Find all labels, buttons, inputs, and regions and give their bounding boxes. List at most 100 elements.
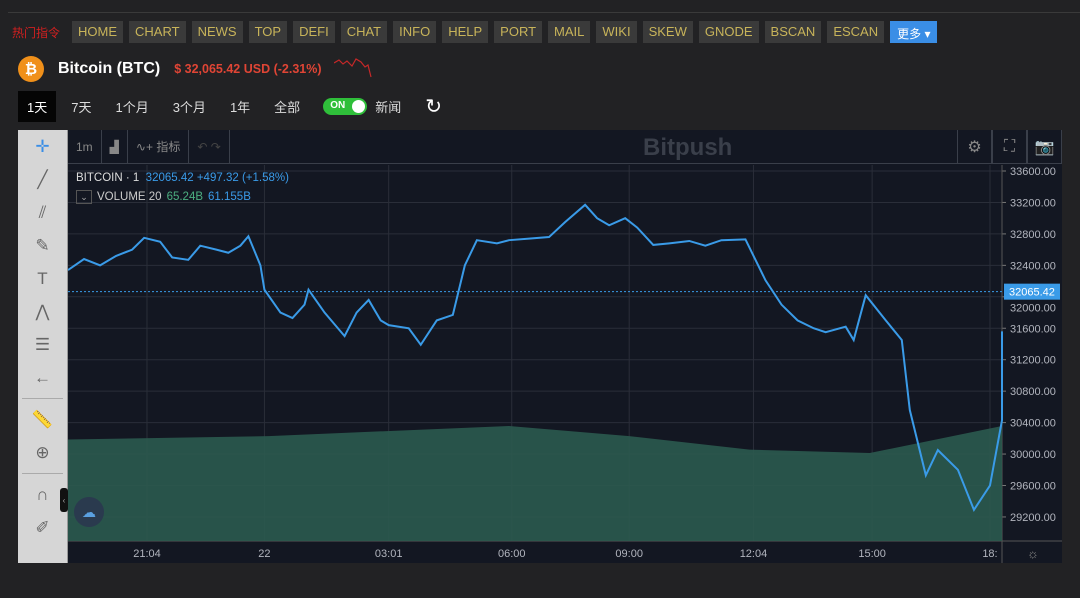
prediction-icon[interactable]: ☰ xyxy=(34,334,51,354)
last-price-label: 32065.42 xyxy=(1009,287,1055,299)
y-tick-label: 32400.00 xyxy=(1010,260,1056,272)
y-tick-label: 29600.00 xyxy=(1010,481,1056,493)
divider xyxy=(22,473,63,474)
indicators-button[interactable]: ∿+ 指标 xyxy=(128,129,190,164)
x-tick-label: 15:00 xyxy=(858,548,886,560)
range-button[interactable]: 3个月 xyxy=(172,100,206,115)
zoom-in-icon[interactable]: ⊕ xyxy=(35,442,50,462)
y-tick-label: 33200.00 xyxy=(1010,197,1056,209)
coin-name: Bitcoin (BTC) xyxy=(58,60,161,77)
divider xyxy=(22,398,63,399)
magnet-icon[interactable]: ∩ xyxy=(36,484,49,504)
hot-commands-label: 热门指令 xyxy=(12,25,61,40)
range-button[interactable]: 1年 xyxy=(229,100,251,115)
collapse-chevron-icon[interactable]: ⌄ xyxy=(76,190,92,204)
x-tick-label: 03:01 xyxy=(375,548,403,560)
crosshair-icon[interactable]: ✛ xyxy=(35,136,50,156)
trend-line-icon[interactable]: ╱ xyxy=(37,169,48,189)
volume-area xyxy=(68,425,1002,541)
time-axis-settings-icon[interactable]: ☼ xyxy=(1027,546,1039,561)
volume-value: 65.24B xyxy=(166,191,204,203)
nav-button-bscan[interactable]: BSCAN xyxy=(764,21,822,43)
nav-button-chat[interactable]: CHAT xyxy=(340,21,388,43)
settings-gear-icon[interactable]: ⚙ xyxy=(957,130,992,164)
legend-symbol: BITCOIN xyxy=(76,172,123,184)
nav-button-help[interactable]: HELP xyxy=(442,21,489,43)
x-tick-label: 21:04 xyxy=(133,548,161,560)
coin-price: $ 32,065.42 USD (-2.31%) xyxy=(174,62,322,76)
chart-legend: BITCOIN · 1 32065.42 +497.32 (+1.58%) ⌄ V… xyxy=(76,172,289,204)
drawing-toolbar: ✛ ╱ ⫽ ✎ T ⋀ ☰ ← 📏 ⊕ ∩ ✐ xyxy=(18,130,68,563)
nav-button-home[interactable]: HOME xyxy=(72,21,124,43)
range-button[interactable]: 全部 xyxy=(274,100,301,115)
chart-panel: ✛ ╱ ⫽ ✎ T ⋀ ☰ ← 📏 ⊕ ∩ ✐ ‹ 1m ▟ ∿+ 指标 ↶ ↷… xyxy=(18,129,1062,563)
volume-ma: 61.155B xyxy=(208,191,251,203)
undo-redo[interactable]: ↶ ↷ xyxy=(189,129,230,164)
quick-nav: 热门指令 HOME CHART NEWS TOP DEFI CHAT INFO HELP POR… xyxy=(12,21,938,43)
coin-header: ₿ Bitcoin (BTC) $ 32,065.42 USD (-2.31%) xyxy=(18,56,374,82)
volume-label: VOLUME 20 xyxy=(97,191,162,203)
nav-button-skew[interactable]: SKEW xyxy=(642,21,693,43)
chart-style-icon[interactable]: ▟ xyxy=(102,129,128,164)
fullscreen-icon[interactable]: ⛶ xyxy=(992,130,1027,164)
back-arrow-icon[interactable]: ← xyxy=(34,367,51,387)
y-tick-label: 32000.00 xyxy=(1010,303,1056,315)
last-price-badge xyxy=(1004,283,1060,300)
x-tick-label: 18: xyxy=(982,548,997,560)
indicator-icon: ∿+ xyxy=(135,139,157,154)
interval-button[interactable]: 1m xyxy=(68,129,102,164)
nav-button-escan[interactable]: ESCAN xyxy=(827,21,885,43)
y-tick-label: 30800.00 xyxy=(1010,386,1056,398)
collapse-toolbar-handle[interactable]: ‹ xyxy=(60,488,68,512)
chart-toolbar: 1m ▟ ∿+ 指标 ↶ ↷ Bitpush ⚙ ⛶ 📷 xyxy=(68,129,1062,164)
range-selector: 1天 7天 1个月 3个月 1年 全部 ON 新闻 ↻ xyxy=(18,91,442,122)
toggle-knob xyxy=(352,100,366,113)
ruler-icon[interactable]: 📏 xyxy=(31,409,54,429)
x-tick-label: 09:00 xyxy=(615,548,643,560)
nav-button-gnode[interactable]: GNODE xyxy=(698,21,759,43)
nav-button-defi[interactable]: DEFI xyxy=(293,21,335,43)
nav-button-info[interactable]: INFO xyxy=(393,21,437,43)
indicators-label: 指标 xyxy=(156,140,181,154)
nav-button-port[interactable]: PORT xyxy=(494,21,543,43)
range-button[interactable]: 7天 xyxy=(71,100,92,115)
refresh-icon[interactable]: ↻ xyxy=(425,96,442,118)
y-tick-label: 32800.00 xyxy=(1010,229,1056,241)
legend-change: +497.32 xyxy=(196,172,239,184)
bitcoin-logo-icon: ₿ xyxy=(18,56,44,82)
pattern-icon[interactable]: ⋀ xyxy=(35,301,50,321)
price-chart[interactable]: 33600.00 33200.00 32800.00 32400.00 32000.00… xyxy=(68,165,1062,563)
more-button[interactable]: 更多 ▾ xyxy=(890,21,938,43)
toggle-label: ON xyxy=(330,100,346,111)
legend-interval: 1 xyxy=(132,172,140,184)
text-icon[interactable]: T xyxy=(37,268,48,288)
nav-button-news[interactable]: NEWS xyxy=(191,21,243,43)
sparkline-line xyxy=(333,58,372,78)
screenshot-camera-icon[interactable]: 📷 xyxy=(1027,130,1062,164)
y-tick-label: 30400.00 xyxy=(1010,418,1056,430)
divider xyxy=(8,12,1080,13)
nav-button-mail[interactable]: MAIL xyxy=(548,21,591,43)
nav-button-chart[interactable]: CHART xyxy=(129,21,186,43)
news-toggle[interactable]: ON xyxy=(323,98,368,115)
x-tick-label: 06:00 xyxy=(498,548,526,560)
x-tick-label: 12:04 xyxy=(740,548,768,560)
legend-last: 32065.42 xyxy=(145,172,194,184)
news-label: 新闻 xyxy=(375,100,402,115)
legend-pct: (+1.58%) xyxy=(241,172,289,184)
price-line xyxy=(68,203,1003,513)
y-tick-label: 31200.00 xyxy=(1010,355,1056,367)
lock-drawing-icon[interactable]: ✐ xyxy=(35,517,50,537)
sparkline xyxy=(333,58,372,78)
y-tick-label: 33600.00 xyxy=(1010,166,1056,178)
range-button[interactable]: 1个月 xyxy=(115,100,149,115)
y-tick-label: 29200.00 xyxy=(1010,512,1056,524)
range-button[interactable]: 1天 xyxy=(18,91,57,122)
nav-button-wiki[interactable]: WIKI xyxy=(596,21,637,43)
y-tick-label: 31600.00 xyxy=(1010,323,1056,335)
brush-icon[interactable]: ✎ xyxy=(35,235,50,255)
fib-icon[interactable]: ⫽ xyxy=(38,202,47,222)
watermark: Bitpush xyxy=(643,134,733,161)
nav-button-top[interactable]: TOP xyxy=(248,21,288,43)
tradingview-logo-icon: ☁ xyxy=(74,497,104,527)
